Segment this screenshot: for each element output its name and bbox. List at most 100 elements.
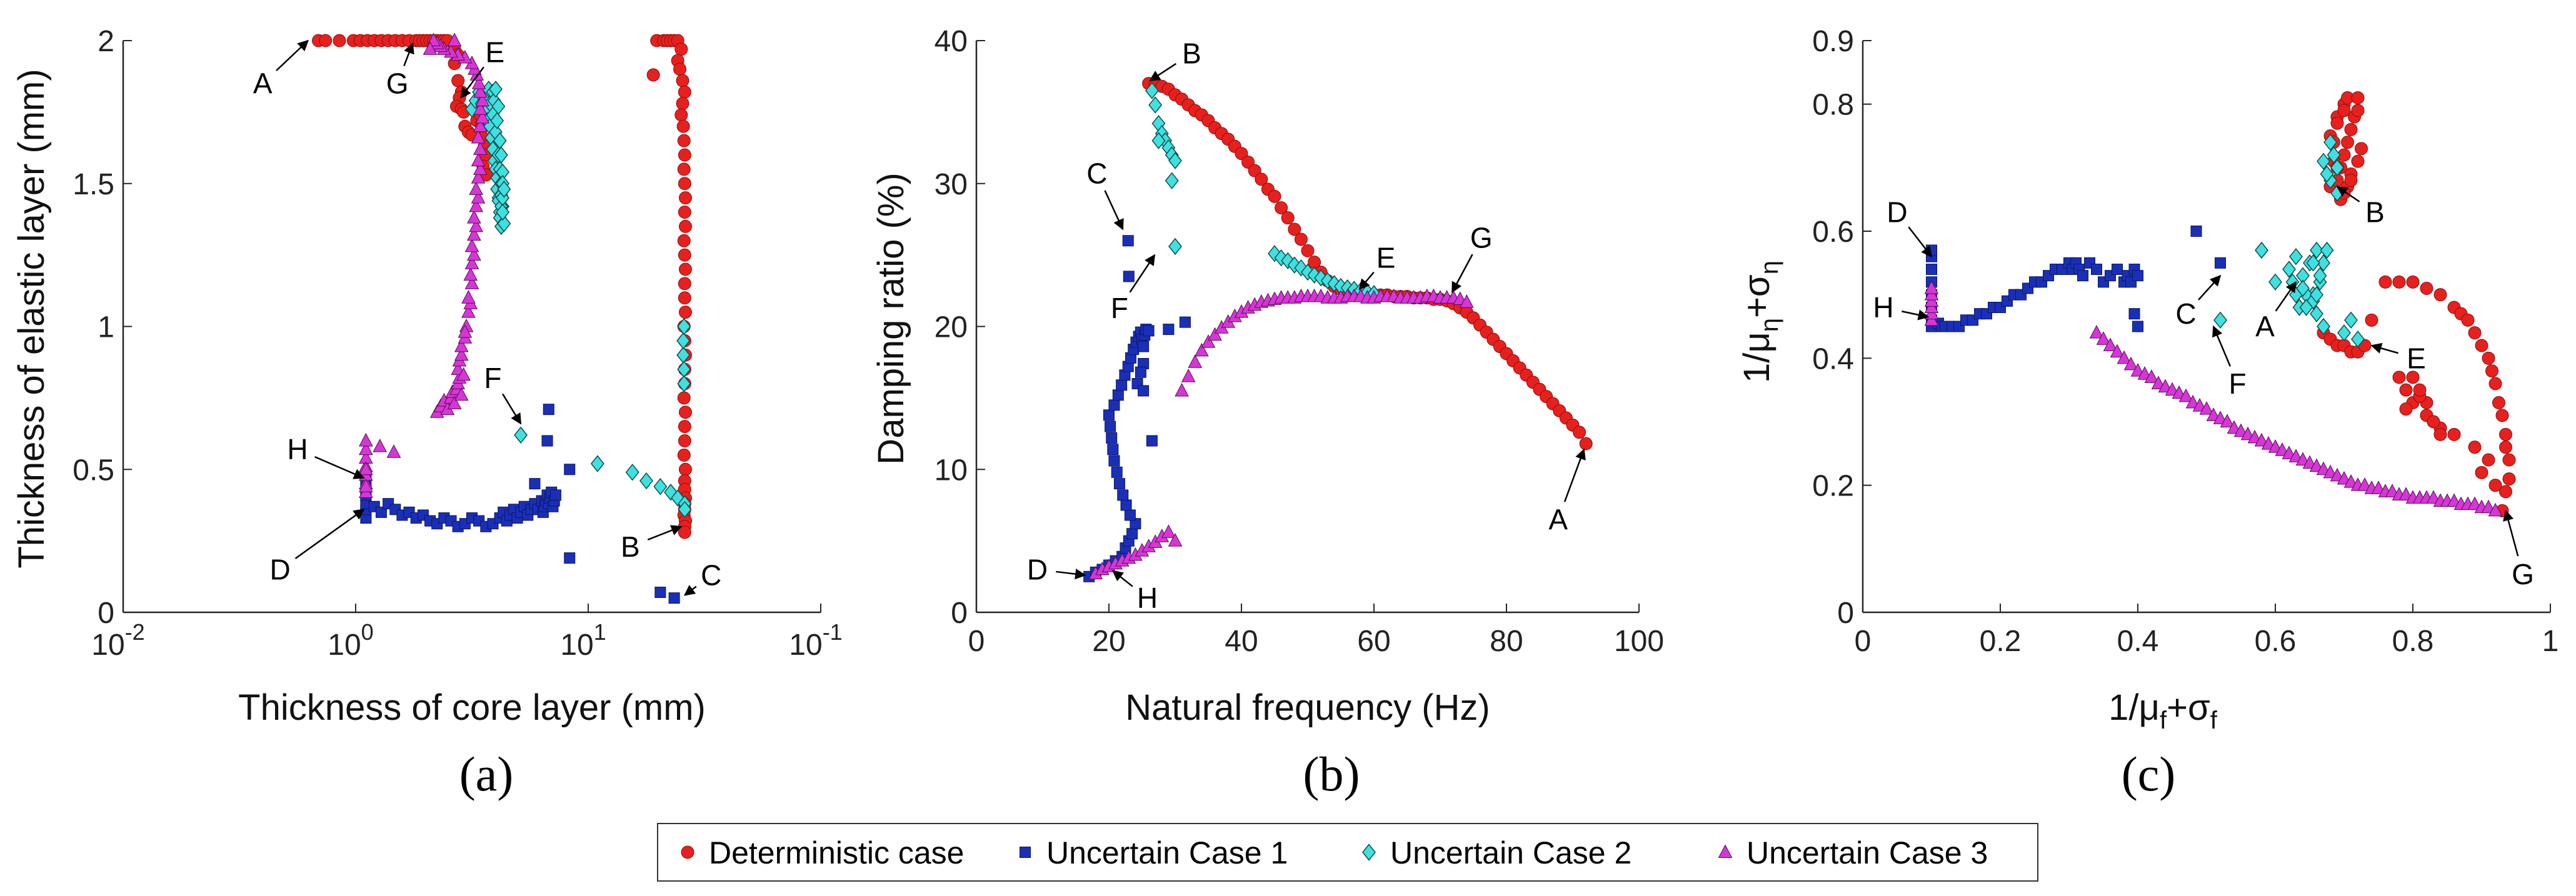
panel-b-ylabel: Damping ratio (%) — [871, 172, 911, 464]
panel-b-point — [1573, 426, 1586, 439]
panel-a-point — [458, 324, 473, 338]
panel-c-point — [2351, 91, 2365, 104]
panel-b-xtick-label: 40 — [1225, 625, 1258, 658]
panel-c-annotation-arrow — [2503, 509, 2519, 557]
panel-a-point — [674, 108, 688, 122]
panel-a-xtick-label: 101 — [560, 619, 606, 662]
panel-b-point — [1163, 324, 1175, 336]
panel-a-label: (a) — [459, 747, 514, 801]
panel-b-point — [1148, 96, 1163, 114]
panel-a-point — [494, 146, 508, 164]
panel-a-point — [590, 455, 604, 472]
panel-c-annotation-arrow — [1902, 309, 1930, 321]
panel-a-point — [646, 68, 660, 82]
panel-c-point — [2320, 241, 2334, 259]
panel-a-series-4 — [359, 32, 490, 498]
panel-b-xtick-label: 60 — [1357, 625, 1390, 658]
panel-c-point — [2330, 116, 2344, 130]
panel-b-point — [1105, 421, 1116, 432]
panel-a-point — [469, 218, 484, 232]
panel-c-xtick-label: 0.2 — [1980, 625, 2022, 658]
panel-c-point — [2117, 350, 2132, 364]
legend-item-2: Uncertain Case 1 — [1020, 835, 1288, 870]
panel-a-point — [488, 81, 503, 98]
panel-a-point — [678, 262, 692, 276]
panel-a-ytick-label: 0 — [98, 597, 114, 630]
legend: Deterministic case Uncertain Case 1 Uncert… — [657, 823, 2038, 882]
panel-c-annotation-arrow — [2275, 281, 2297, 312]
panel-a-point — [467, 227, 481, 241]
panel-a-point — [677, 162, 691, 176]
panel-c-point — [2488, 377, 2502, 391]
panel-a-point — [386, 444, 401, 458]
panel-a-point — [473, 101, 488, 115]
panel-b-point — [1281, 211, 1295, 225]
panel-c-xlabel-sub-2: f — [2210, 707, 2218, 734]
panel-a-annotation-arrow — [683, 585, 697, 596]
panel-c-point — [2495, 409, 2509, 422]
panel-a-point — [473, 118, 488, 132]
panel-c-ytick-label: 0.8 — [1812, 89, 1854, 122]
panel-a-point — [475, 109, 490, 124]
panel-b-label: (b) — [1303, 747, 1360, 801]
panel-b-series-1 — [1142, 77, 1593, 450]
panel-a-point — [461, 304, 476, 318]
panel-c-point — [2468, 441, 2482, 454]
panel-c-point — [2268, 273, 2282, 291]
panel-c-ylabel: 1/μη+ση — [1737, 261, 1783, 383]
panel-a-xtick-label-exp: 0 — [361, 619, 374, 645]
legend-label-4: Uncertain Case 3 — [1747, 835, 1988, 870]
panel-a-point — [676, 74, 689, 87]
panel-b-point — [1268, 189, 1281, 203]
panel-b: Damping ratio (%) Natural frequency (Hz)… — [871, 25, 1664, 801]
panel-c-point — [2475, 339, 2488, 352]
panel-a-point — [625, 464, 639, 481]
panel-c-xlabel-part-2: +σ — [2167, 687, 2210, 728]
panel-a-point — [678, 277, 691, 291]
panel-a-annotation-label: B — [621, 530, 640, 563]
panel-a-annotation-label: E — [485, 36, 504, 68]
panel-a-ylabel: Thickness of elastic layer (mm) — [11, 69, 52, 568]
panel-a-annotation-arrow — [294, 509, 365, 559]
panel-b-series-3 — [1145, 82, 1381, 302]
panel-b-xtick-label: 0 — [968, 625, 985, 658]
panel-c-point — [2420, 282, 2433, 295]
panel-c-ytick-label: 0.9 — [1812, 25, 1854, 58]
panel-a-annotation-arrow — [647, 525, 683, 540]
panel-c-point — [2112, 264, 2123, 275]
panel-b-point — [1143, 325, 1155, 337]
panel-a-point — [454, 338, 469, 352]
panel-a-xlabel: Thickness of core layer (mm) — [238, 687, 706, 728]
panel-c-xlabel: 1/μf+σf — [2108, 687, 2218, 734]
panel-b-point — [1161, 524, 1176, 538]
panel-c-point — [2327, 146, 2341, 164]
panel-a-point — [678, 177, 691, 191]
panel-a-point — [473, 141, 488, 155]
panel-a-xtick-label-exp: -2 — [125, 619, 145, 645]
panel-c-point — [2499, 485, 2512, 499]
panel-a-point — [678, 206, 691, 219]
panel-a-point — [674, 42, 688, 56]
panel-a-annotation-label: A — [253, 67, 273, 100]
panel-a-point — [678, 434, 691, 447]
panel-b-point — [1146, 435, 1158, 447]
panel-a-point — [678, 148, 691, 162]
panel-a-point — [677, 234, 691, 247]
panel-c-ylabel-sub-1: η — [1756, 318, 1783, 332]
panel-c-series-3 — [2213, 133, 2365, 348]
panel-c-annotation-label: D — [1887, 196, 1907, 229]
panel-a-point — [514, 426, 528, 444]
panel-a-point — [676, 97, 689, 111]
panel-a-point — [678, 306, 692, 319]
panel-a-point — [464, 276, 479, 289]
panel-a-point — [677, 317, 691, 336]
panel-a-point — [373, 439, 388, 452]
panel-c-point — [2306, 254, 2320, 272]
panel-c-point — [2313, 267, 2327, 284]
panel-b-point — [1301, 244, 1315, 257]
panel-a-xtick-label-base: 10 — [328, 629, 361, 662]
panel-a-xtick-label-base: 10 — [789, 629, 822, 662]
panel-b-annotation-arrow — [1149, 62, 1177, 82]
panel-b-point — [1126, 528, 1138, 540]
